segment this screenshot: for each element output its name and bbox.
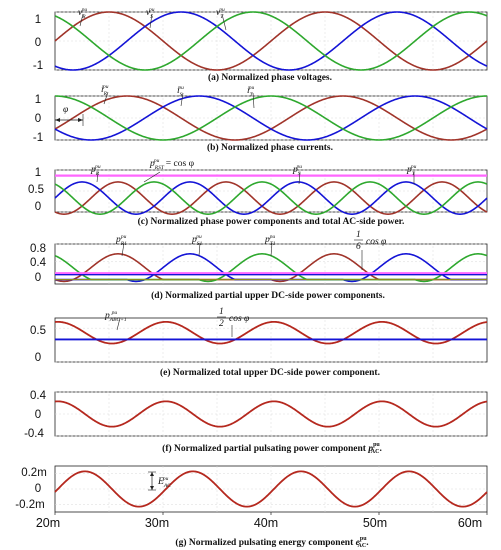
annotation-p-t1: pT1pu (264, 234, 276, 257)
panel-g-ytick-0: 0.2m (21, 467, 47, 479)
panel-b-ytick-2: -1 (33, 132, 43, 144)
svg-text:pSpu: pSpu (292, 164, 302, 177)
annotation-p-abc: pABC+1pu (104, 310, 127, 331)
panel-g-ytick-1: 0 (35, 483, 41, 495)
panel-e-ytick-1: 0 (35, 352, 41, 364)
annotation-v-r: vRpu (78, 7, 87, 27)
panel-g-xtick-1: 30m (145, 516, 169, 530)
panel-g-caption: (g) Normalized pulsating energy componen… (175, 536, 368, 549)
panel-f-plot (54, 391, 488, 437)
svg-text:1: 1 (219, 307, 224, 317)
panel-a-ytick-1: 0 (35, 37, 41, 49)
voltage-series-0 (54, 11, 488, 71)
panel-d-caption: (d) Normalized partial upper DC-side pow… (151, 290, 385, 301)
svg-text:pTpu: pTpu (406, 164, 417, 177)
phase-power-series-1 (54, 181, 488, 215)
panel-f-caption: (f) Normalized partial pulsating power c… (162, 442, 382, 455)
panel-c-ytick-2: 0 (35, 201, 41, 213)
panel-d-ytick-2: 0 (35, 272, 41, 284)
panel-c: 1 0.5 0 pRpu pRSTpu = cos φ pSpu pTpu (c… (28, 158, 488, 227)
panel-g-ytick-2: -0.2m (15, 499, 44, 511)
panel-b: 1 0 -1 φ iRpu iSpu iTpu (b) Normalized p… (33, 84, 488, 153)
panel-e-caption: (e) Normalized total upper DC-side power… (160, 367, 380, 378)
svg-text:pRpu: pRpu (90, 164, 101, 177)
panel-d-ytick-1: 0.4 (30, 257, 47, 269)
voltage-series-1 (54, 11, 488, 71)
annotation-v-s: vSpu (146, 7, 155, 29)
panel-e-plot (54, 318, 488, 363)
panel-g-plot (54, 466, 488, 515)
current-series-2 (55, 95, 487, 141)
panel-a-caption: (a) Normalized phase voltages. (208, 72, 332, 83)
annotation-half-cos-phi: 1 2 cos φ (217, 307, 249, 337)
annotation-p-s1: pS1pu (191, 234, 203, 257)
panel-c-ytick-1: 0.5 (28, 184, 44, 196)
panel-e: 0.5 0 pABC+1pu 1 2 cos φ (e) Normalized … (30, 307, 488, 378)
voltage-series-2 (54, 11, 488, 71)
panel-f-ytick-1: 0 (35, 409, 41, 421)
annotation-i-t: iTpu (247, 85, 254, 109)
svg-text:iTpu: iTpu (247, 85, 254, 98)
annotation-i-s: iSpu (177, 85, 184, 107)
annotation-v-t: vTpu (216, 7, 227, 31)
svg-text:2: 2 (219, 319, 224, 329)
annotation-one-sixth-cos-phi: 1 6 cos φ (354, 230, 386, 270)
panel-b-caption: (b) Normalized phase currents. (207, 142, 333, 153)
panel-g-xtick-2: 40m (254, 516, 278, 530)
panel-f-ytick-2: -0.4 (24, 428, 44, 440)
panel-d-plot (54, 243, 488, 284)
phase-power-series-0 (54, 181, 488, 215)
svg-text:vSpu: vSpu (146, 7, 155, 20)
panel-a: 1 0 -1 vRpu vSpu vTpu (a) Normalized pha… (33, 7, 488, 83)
annotation-p-r1: pR1pu (115, 234, 127, 257)
panel-b-plot (54, 95, 488, 141)
svg-text:pT1pu: pT1pu (264, 234, 276, 247)
panel-g: 0.2m 0 -0.2m 20m 30m 40m 50m 60m EACpu (… (15, 465, 488, 549)
annotation-p-r: pRpu (90, 164, 101, 183)
svg-text:EACpu: EACpu (157, 476, 171, 489)
svg-text:pRSTpu = cos φ: pRSTpu = cos φ (149, 158, 195, 171)
annotation-p-t: pTpu (406, 164, 417, 184)
svg-text:φ: φ (63, 105, 68, 115)
svg-text:pS1pu: pS1pu (191, 234, 203, 247)
annotation-p-s: pSpu (292, 164, 302, 185)
panel-b-ytick-0: 1 (35, 94, 41, 106)
panel-c-plot (54, 169, 488, 215)
panel-g-xtick-0: 20m (36, 516, 60, 530)
panel-c-caption: (c) Normalized phase power components an… (138, 216, 405, 227)
panel-b-ytick-1: 0 (35, 113, 41, 125)
panel-a-ytick-0: 1 (35, 14, 41, 26)
panel-f: 0.4 0 -0.4 (f) Normalized partial pulsat… (24, 390, 488, 455)
svg-text:pABC+1pu: pABC+1pu (104, 310, 127, 323)
phi-marker: φ (55, 105, 84, 126)
panel-e-ytick-0: 0.5 (30, 325, 46, 337)
phase-power-series-2 (54, 181, 488, 215)
panel-f-ytick-0: 0.4 (30, 390, 47, 402)
energy-amplitude-marker: EACpu (148, 471, 171, 491)
svg-text:iRpu: iRpu (101, 84, 109, 97)
panel-a-ytick-2: -1 (33, 60, 43, 72)
panel-c-ytick-0: 1 (35, 167, 41, 179)
svg-text:cos φ: cos φ (366, 237, 386, 247)
panel-d: 0.8 0.4 0 pR1pu pS1pu pT1pu 1 6 cos φ (d… (30, 230, 488, 301)
svg-text:vRpu: vRpu (78, 7, 87, 20)
pulsating-power-series (54, 400, 488, 428)
panel-g-xtick-3: 50m (363, 516, 387, 530)
panel-g-xtick-4: 60m (458, 516, 482, 530)
panel-a-plot (54, 11, 488, 71)
svg-text:pR1pu: pR1pu (115, 234, 127, 247)
svg-text:iSpu: iSpu (177, 85, 184, 98)
svg-text:6: 6 (356, 242, 361, 252)
annotation-i-r: iRpu (101, 84, 109, 105)
svg-text:cos φ: cos φ (229, 314, 249, 324)
svg-text:vTpu: vTpu (216, 7, 225, 20)
svg-text:1: 1 (356, 230, 361, 240)
pulsating-energy-series (54, 470, 488, 508)
panel-d-ytick-0: 0.8 (30, 243, 46, 255)
